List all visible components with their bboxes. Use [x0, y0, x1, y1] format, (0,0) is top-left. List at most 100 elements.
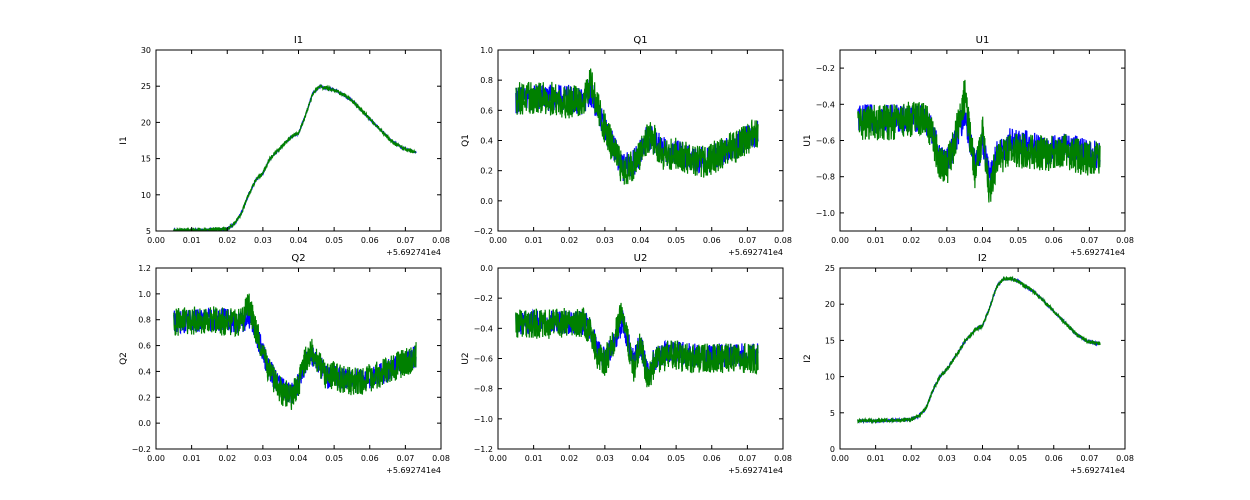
x-tick-label: 0.06 [703, 454, 721, 463]
y-tick-label: 5 [830, 409, 835, 418]
x-tick-label: 0.07 [396, 236, 414, 245]
x-tick-label: 0.05 [1009, 236, 1027, 245]
x-tick-label: 0.01 [525, 454, 543, 463]
x-tick-label: 0.02 [902, 454, 920, 463]
y-tick-label: 10 [825, 373, 835, 382]
series-line-2 [857, 275, 1101, 425]
subplot-i1: 0.00 0.01 0.02 0.03 0.04 0.05 0.06 0.07 0.08 5 10 1… [119, 35, 450, 257]
x-tick-label: 0.03 [596, 454, 614, 463]
y-tick-label: 10 [141, 191, 151, 200]
y-axis-label: U2 [461, 352, 471, 364]
y-axis-label: I2 [803, 354, 813, 362]
x-tick-label: 0.04 [974, 454, 992, 463]
x-offset-label: +5.692741e4 [728, 248, 783, 257]
y-tick-label: −0.2 [816, 64, 835, 73]
y-tick-label: −1.0 [816, 209, 835, 218]
x-tick-label: 0.00 [831, 236, 849, 245]
x-tick-label: 0.04 [290, 454, 308, 463]
y-tick-label: 25 [141, 82, 151, 91]
subplot-u1: 0.00 0.01 0.02 0.03 0.04 0.05 0.06 0.07 0.08 −1.0… [803, 35, 1134, 257]
plot-frame [155, 49, 442, 232]
x-tick-label: 0.03 [938, 454, 956, 463]
y-tick-label: −0.6 [816, 137, 835, 146]
series-line-2 [515, 302, 759, 388]
y-tick-label: 0.0 [480, 264, 493, 273]
subplot-title: U1 [976, 35, 990, 46]
x-tick-label: 0.08 [1116, 454, 1134, 463]
x-tick-label: 0.07 [738, 454, 756, 463]
x-tick-label: 0.04 [632, 236, 650, 245]
x-tick-label: 0.07 [1080, 236, 1098, 245]
y-axis-label: U1 [803, 134, 813, 146]
x-tick-label: 0.03 [938, 236, 956, 245]
y-tick-label: 0 [830, 445, 835, 454]
series-line-2 [515, 68, 759, 185]
x-tick-label: 0.06 [361, 454, 379, 463]
y-tick-label: 0.4 [480, 137, 493, 146]
subplot-title: U2 [634, 253, 648, 264]
x-tick-label: 0.06 [361, 236, 379, 245]
y-tick-label: 15 [141, 155, 151, 164]
x-tick-label: 0.02 [560, 236, 578, 245]
y-tick-label: 0.8 [138, 316, 151, 325]
x-offset-label: +5.692741e4 [1070, 466, 1125, 475]
y-tick-label: 0.6 [138, 342, 151, 351]
y-tick-label: −0.8 [816, 173, 835, 182]
y-axis-label: I1 [119, 136, 129, 144]
subplot-title: I1 [294, 35, 303, 46]
y-axis-label: Q1 [461, 134, 471, 147]
x-tick-label: 0.05 [667, 236, 685, 245]
x-tick-label: 0.08 [1116, 236, 1134, 245]
x-offset-label: +5.692741e4 [386, 248, 441, 257]
x-tick-label: 0.04 [290, 236, 308, 245]
x-tick-label: 0.01 [525, 236, 543, 245]
y-tick-label: −1.2 [474, 445, 493, 454]
y-tick-label: 30 [141, 46, 151, 55]
x-tick-label: 0.05 [667, 454, 685, 463]
y-tick-label: 20 [825, 300, 835, 309]
y-axis-label: Q2 [119, 352, 129, 365]
series-line-2 [857, 79, 1101, 203]
x-tick-label: 0.06 [1045, 236, 1063, 245]
y-tick-label: −0.2 [474, 227, 493, 236]
x-tick-label: 0.00 [489, 236, 507, 245]
series-line-1 [173, 83, 417, 231]
x-tick-label: 0.05 [325, 454, 343, 463]
series-line-1 [857, 276, 1101, 425]
y-tick-label: 1.0 [138, 290, 151, 299]
y-tick-label: −0.4 [816, 100, 835, 109]
subplot-title: Q1 [633, 35, 647, 46]
y-tick-label: 1.2 [138, 264, 151, 273]
x-tick-label: 0.01 [183, 454, 201, 463]
x-tick-label: 0.00 [147, 236, 165, 245]
x-offset-label: +5.692741e4 [728, 466, 783, 475]
x-tick-label: 0.01 [867, 236, 885, 245]
y-tick-label: 0.0 [480, 197, 493, 206]
y-tick-label: 25 [825, 264, 835, 273]
subplot-title: Q2 [291, 253, 305, 264]
x-tick-label: 0.00 [489, 454, 507, 463]
y-tick-label: 20 [141, 118, 151, 127]
subplot-i2: 0.00 0.01 0.02 0.03 0.04 0.05 0.06 0.07 0.08 0 5 10… [803, 253, 1134, 475]
y-tick-label: 0.8 [480, 76, 493, 85]
series-line-2 [173, 293, 417, 410]
x-tick-label: 0.03 [254, 236, 272, 245]
y-tick-label: 0.2 [138, 393, 151, 402]
x-tick-label: 0.03 [596, 236, 614, 245]
x-tick-label: 0.02 [560, 454, 578, 463]
x-tick-label: 0.05 [1009, 454, 1027, 463]
x-tick-label: 0.08 [774, 454, 792, 463]
x-tick-label: 0.06 [1045, 454, 1063, 463]
y-tick-label: −0.4 [474, 324, 493, 333]
x-tick-label: 0.02 [218, 236, 236, 245]
subplot-q1: 0.00 0.01 0.02 0.03 0.04 0.05 0.06 0.07 0.08 −0.2… [461, 35, 792, 257]
y-tick-label: −1.0 [474, 415, 493, 424]
x-tick-label: 0.08 [774, 236, 792, 245]
series-line-2 [173, 83, 417, 231]
y-tick-label: 0.6 [480, 106, 493, 115]
subplot-q2: 0.00 0.01 0.02 0.03 0.04 0.05 0.06 0.07 0.08 −0.2… [119, 253, 450, 475]
x-tick-label: 0.05 [325, 236, 343, 245]
x-tick-label: 0.08 [432, 236, 450, 245]
x-tick-label: 0.07 [1080, 454, 1098, 463]
x-tick-label: 0.04 [632, 454, 650, 463]
